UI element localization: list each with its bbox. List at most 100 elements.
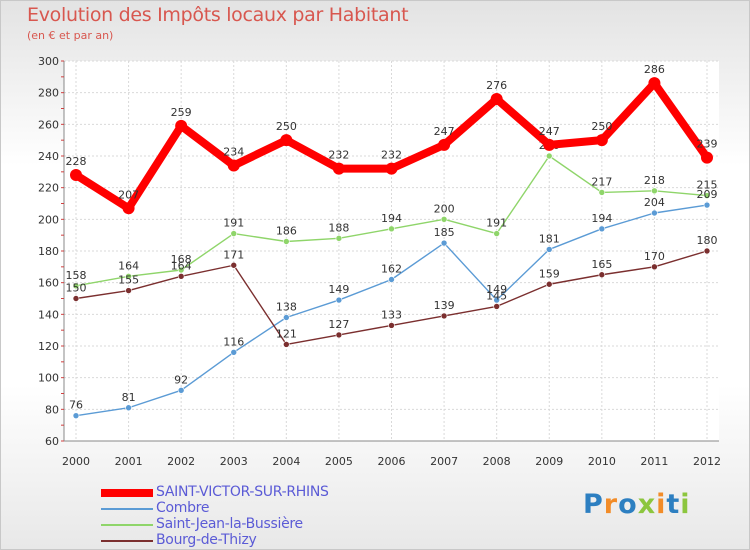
- data-point: [177, 387, 185, 394]
- data-point: [72, 295, 80, 302]
- data-point: [283, 238, 290, 245]
- data-label: 149: [486, 283, 507, 296]
- data-point: [72, 412, 80, 419]
- logo-letter: P: [583, 489, 604, 520]
- data-label: 209: [697, 188, 718, 201]
- data-point: [335, 331, 343, 339]
- data-point: [703, 201, 711, 209]
- data-label: 138: [276, 301, 297, 314]
- x-tick-label: 2005: [325, 455, 353, 468]
- data-label: 164: [118, 259, 139, 272]
- data-label: 234: [223, 146, 244, 159]
- data-label: 232: [381, 149, 402, 162]
- data-point: [72, 282, 80, 290]
- data-point: [440, 216, 448, 223]
- legend-label: Saint-Jean-la-Bussière: [156, 516, 303, 532]
- x-tick-label: 2006: [378, 455, 406, 468]
- data-point: [648, 77, 661, 90]
- data-label: 155: [118, 274, 139, 287]
- data-label: 218: [644, 174, 665, 187]
- data-point: [438, 138, 451, 151]
- data-point: [703, 247, 711, 255]
- data-point: [598, 189, 606, 196]
- data-point: [598, 271, 606, 279]
- y-tick-label: 60: [45, 435, 59, 448]
- data-label: 171: [223, 248, 244, 261]
- logo-letter: x: [637, 489, 657, 520]
- y-tick-label: 200: [38, 213, 59, 226]
- x-tick-label: 2007: [430, 455, 458, 468]
- data-point: [175, 119, 188, 132]
- data-label: 200: [434, 202, 455, 215]
- x-tick-label: 2008: [483, 455, 511, 468]
- logo-letter: r: [603, 489, 619, 520]
- data-point: [651, 209, 658, 217]
- data-label: 247: [434, 125, 455, 138]
- x-tick-label: 2004: [272, 455, 300, 468]
- x-tick-label: 2000: [62, 455, 90, 468]
- legend-label: Combre: [156, 500, 210, 516]
- data-label: 180: [697, 234, 718, 247]
- data-label: 191: [223, 217, 244, 230]
- data-label: 92: [174, 373, 188, 386]
- data-point: [545, 280, 553, 288]
- data-point: [493, 296, 500, 304]
- legend: SAINT-VICTOR-SUR-RHINS Combre Saint-Jean…: [101, 484, 401, 549]
- data-point: [651, 263, 658, 271]
- data-label: 76: [69, 399, 83, 412]
- y-tick-label: 80: [45, 403, 59, 416]
- data-point: [385, 162, 398, 175]
- legend-label: Bourg-de-Thizy: [156, 532, 257, 548]
- data-label: 259: [171, 106, 192, 119]
- data-point: [703, 192, 711, 199]
- data-label: 133: [381, 308, 402, 321]
- data-label: 158: [66, 269, 87, 282]
- data-point: [230, 349, 238, 356]
- data-point: [70, 169, 82, 181]
- data-point: [227, 159, 240, 172]
- data-label: 165: [591, 258, 612, 271]
- data-label: 116: [223, 335, 244, 348]
- data-label: 239: [697, 138, 718, 151]
- y-tick-label: 100: [38, 372, 59, 385]
- data-point: [440, 239, 448, 247]
- data-label: 159: [539, 267, 560, 280]
- data-label: 139: [434, 299, 455, 312]
- data-label: 150: [66, 282, 87, 295]
- data-point: [125, 287, 132, 294]
- data-label: 188: [328, 221, 349, 234]
- data-label: 121: [276, 327, 297, 340]
- data-label: 276: [486, 79, 507, 92]
- data-label: 145: [486, 289, 507, 302]
- legend-swatch: [101, 508, 153, 510]
- data-label: 194: [381, 212, 402, 225]
- data-point: [545, 152, 553, 160]
- data-label: 185: [434, 226, 455, 239]
- data-point: [545, 246, 553, 253]
- data-label: 181: [539, 232, 560, 245]
- data-point: [595, 134, 608, 147]
- legend-item: Bourg-de-Thizy: [101, 532, 401, 549]
- data-label: 149: [328, 283, 349, 296]
- logo-letter: o: [618, 489, 638, 520]
- legend-item: Saint-Jean-la-Bussière: [101, 516, 401, 533]
- data-point: [177, 273, 185, 280]
- data-point: [543, 138, 556, 151]
- y-tick-label: 300: [38, 55, 59, 68]
- logo-letter: i: [656, 489, 667, 520]
- data-point: [177, 266, 185, 274]
- data-point: [493, 303, 500, 310]
- y-tick-label: 140: [38, 308, 59, 321]
- legend-item: Combre: [101, 500, 401, 517]
- y-tick-label: 180: [38, 245, 59, 258]
- data-point: [125, 273, 132, 280]
- data-label: 194: [591, 212, 612, 225]
- data-point: [280, 134, 293, 147]
- data-point: [701, 151, 713, 164]
- data-label: 207: [118, 188, 139, 201]
- data-label: 250: [591, 120, 612, 133]
- data-point: [440, 312, 448, 320]
- data-point: [490, 93, 503, 105]
- data-label: 250: [276, 120, 297, 133]
- data-label: 191: [486, 217, 507, 230]
